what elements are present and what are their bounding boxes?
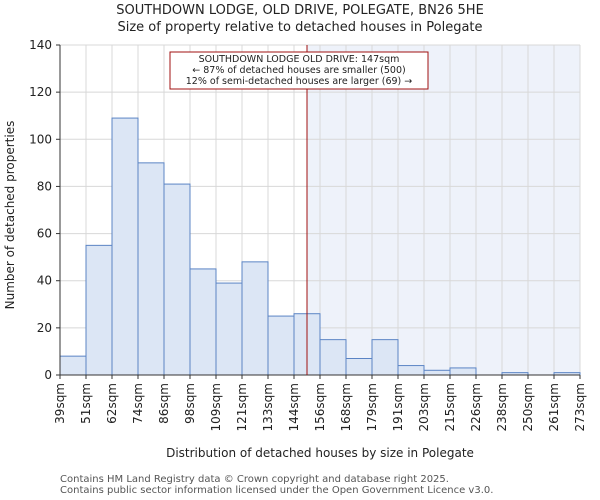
highlight-region <box>307 45 580 375</box>
bar-203sqm <box>423 369 451 376</box>
bar-74sqm <box>137 162 165 376</box>
bar-51sqm <box>85 244 113 376</box>
bar-109sqm <box>215 282 243 376</box>
annotation-line-1: SOUTHDOWN LODGE OLD DRIVE: 147sqm <box>199 54 400 65</box>
x-axis-title: Distribution of detached houses by size … <box>166 446 474 460</box>
x-tick-label: 215sqm <box>443 383 457 431</box>
bar-86sqm <box>163 183 191 376</box>
chart-title: SOUTHDOWN LODGE, OLD DRIVE, POLEGATE, BN… <box>116 3 484 18</box>
y-tick-label: 120 <box>29 85 52 99</box>
chart-subtitle: Size of property relative to detached ho… <box>117 20 483 35</box>
x-tick-label: 74sqm <box>131 383 145 424</box>
x-tick-label: 250sqm <box>521 383 535 431</box>
y-tick-label: 80 <box>37 179 52 193</box>
x-tick-label: 62sqm <box>105 383 119 424</box>
bar-121sqm <box>241 261 269 376</box>
footer-line-1: Contains HM Land Registry data © Crown c… <box>60 474 449 485</box>
x-tick-label: 261sqm <box>547 383 561 431</box>
x-tick-label: 121sqm <box>235 383 249 431</box>
bar-133sqm <box>267 315 295 376</box>
y-tick-label: 0 <box>44 368 52 382</box>
x-tick-label: 133sqm <box>261 383 275 431</box>
y-tick-label: 140 <box>29 38 52 52</box>
bar-98sqm <box>189 268 217 376</box>
y-tick-label: 40 <box>37 274 52 288</box>
x-tick-label: 39sqm <box>53 383 67 424</box>
bar-191sqm <box>397 365 425 376</box>
y-tick-label: 60 <box>37 227 52 241</box>
annotation-line-2: ← 87% of detached houses are smaller (50… <box>192 65 405 76</box>
y-axis-title: Number of detached properties <box>3 121 17 310</box>
x-tick-label: 238sqm <box>495 383 509 431</box>
x-tick-label: 168sqm <box>339 383 353 431</box>
bar-179sqm <box>371 339 399 376</box>
bar-168sqm <box>345 358 373 376</box>
x-tick-label: 98sqm <box>183 383 197 424</box>
x-tick-label: 86sqm <box>157 383 171 424</box>
annotation-line-3: 12% of semi-detached houses are larger (… <box>186 76 413 87</box>
x-tick-label: 191sqm <box>391 383 405 431</box>
footer-line-2: Contains public sector information licen… <box>60 485 494 496</box>
x-tick-label: 51sqm <box>79 383 93 424</box>
x-tick-label: 156sqm <box>313 383 327 431</box>
x-tick-label: 203sqm <box>417 383 431 431</box>
y-tick-label: 100 <box>29 132 52 146</box>
bar-39sqm <box>59 355 87 376</box>
bar-215sqm <box>449 367 477 376</box>
bar-62sqm <box>111 117 139 376</box>
annotation-box <box>169 51 429 90</box>
x-tick-label: 144sqm <box>287 383 301 431</box>
x-tick-label: 109sqm <box>209 383 223 431</box>
x-tick-label: 179sqm <box>365 383 379 431</box>
y-tick-label: 20 <box>37 321 52 335</box>
x-tick-label: 273sqm <box>573 383 587 431</box>
x-tick-label: 226sqm <box>469 383 483 431</box>
bar-156sqm <box>319 339 347 376</box>
